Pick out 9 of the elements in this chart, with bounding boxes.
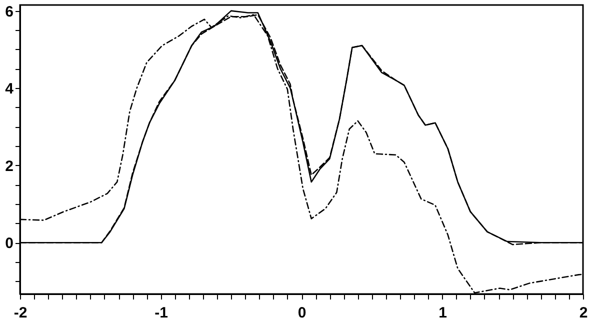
x-tick-label: 2: [579, 304, 588, 322]
y-tick-label: 4: [5, 80, 14, 98]
y-tick-label: 0: [5, 235, 14, 252]
x-tick-label: 1: [438, 304, 447, 322]
y-tick-label: 6: [5, 3, 14, 20]
x-tick-label: -2: [14, 304, 28, 322]
y-tick-label: 2: [5, 158, 14, 175]
x-tick-label: -1: [154, 304, 168, 322]
x-tick-label: 0: [298, 304, 306, 322]
